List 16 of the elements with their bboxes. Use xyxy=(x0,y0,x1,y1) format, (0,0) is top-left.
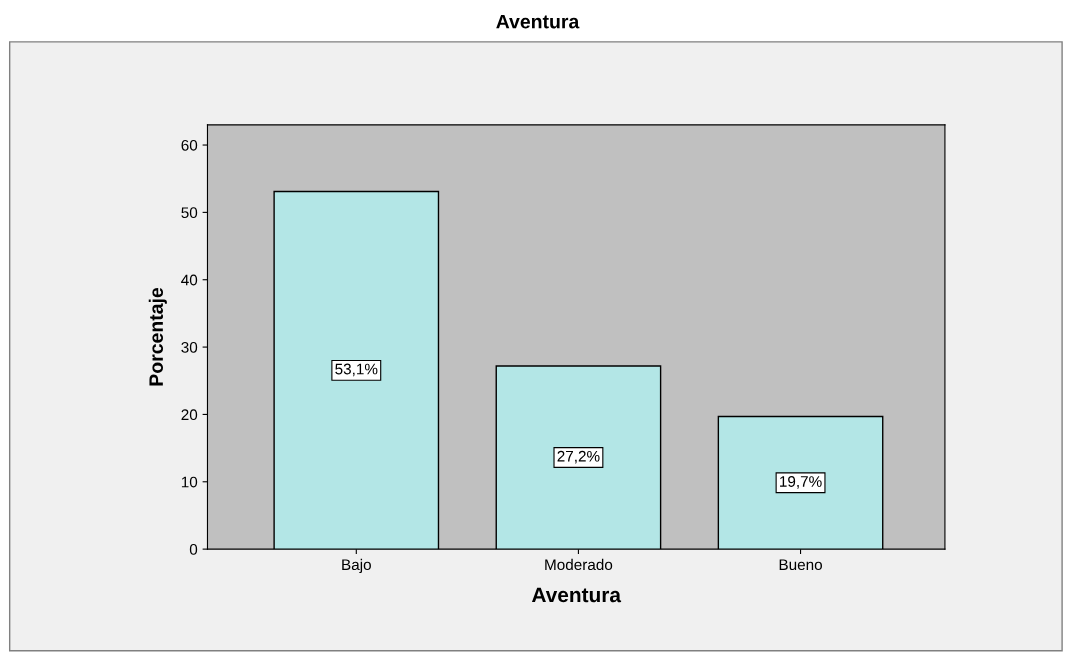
y-tick-label: 50 xyxy=(181,207,198,219)
data-label: 19,7% xyxy=(780,476,822,489)
x-tick-label: Bajo xyxy=(342,558,371,574)
y-tick-label: 10 xyxy=(181,476,198,488)
x-axis-title: Aventura xyxy=(531,587,622,603)
y-tick-label: 40 xyxy=(181,274,198,286)
x-tick-label: Moderado xyxy=(545,558,613,571)
y-tick-label: 20 xyxy=(181,409,198,421)
y-tick-label: 60 xyxy=(181,139,198,151)
y-tick-label: 0 xyxy=(189,544,198,555)
chart-title: Aventura xyxy=(496,14,580,29)
data-label: 53,1% xyxy=(335,363,378,377)
y-axis-title: Porcentaje xyxy=(148,287,167,386)
x-tick-label: Bueno xyxy=(779,559,822,571)
data-label: 27,2% xyxy=(557,450,600,464)
y-tick-label: 30 xyxy=(181,341,198,353)
